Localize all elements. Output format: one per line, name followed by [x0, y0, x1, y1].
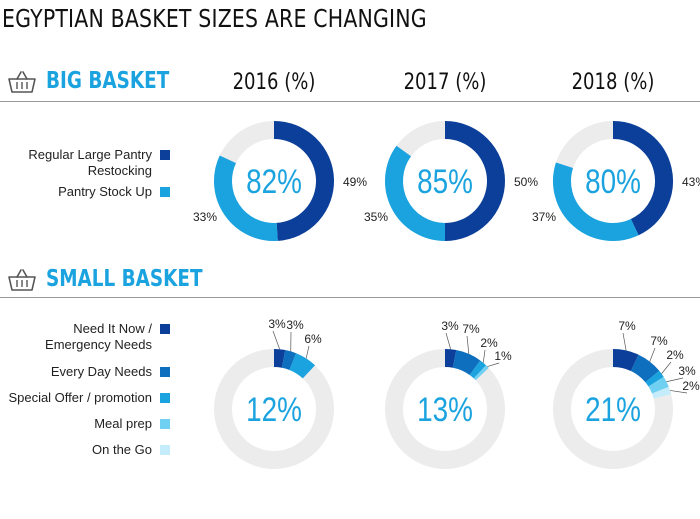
donut-segment [630, 354, 660, 383]
segment-value-label: 7% [618, 319, 636, 333]
segment-value-label: 3% [678, 364, 696, 378]
donut-total-label: 21% [585, 391, 641, 429]
leader-line [305, 345, 310, 359]
legend-label-line: Restocking [87, 163, 152, 178]
legend-label: Every Day Needs [51, 364, 152, 380]
donut-segment [473, 365, 489, 381]
legend-label-line: On the Go [92, 442, 152, 457]
donut-segment [469, 360, 487, 379]
leader-line [272, 330, 280, 350]
segment-value-label: 43% [682, 175, 700, 189]
leader-line [482, 349, 486, 363]
segment-value-label: 3% [268, 317, 286, 331]
donut-segment [648, 376, 669, 394]
page-title: EGYPTIAN BASKET SIZES ARE CHANGING [2, 4, 427, 33]
leader-line [670, 390, 688, 394]
legend-label-line: Need It Now / [73, 321, 152, 336]
legend-item: Need It Now / Emergency Needs [45, 321, 170, 353]
small-basket-divider [0, 297, 700, 298]
leader-line [649, 347, 656, 362]
legend-label-line: Pantry Stock Up [58, 184, 152, 199]
legend-label-line: Regular Large Pantry [28, 147, 152, 162]
leader-line [622, 332, 627, 351]
donut-total-label: 80% [585, 163, 641, 201]
small-basket-header: SMALL BASKET [8, 266, 700, 296]
legend-swatch [160, 419, 170, 429]
leader-line [666, 377, 684, 383]
segment-value-label: 35% [364, 210, 388, 224]
big-basket-divider [0, 101, 700, 102]
legend-label-line: Special Offer / promotion [8, 390, 152, 405]
donut-segment [385, 145, 446, 241]
year-heading: 2017 (%) [403, 70, 487, 95]
segment-value-label: 49% [343, 175, 367, 189]
legend-swatch [160, 187, 170, 197]
legend-swatch [160, 445, 170, 455]
legend-label-line: Meal prep [94, 416, 152, 431]
donut-segment [652, 386, 672, 399]
donut-segment [214, 155, 278, 241]
legend-item: Meal prep [94, 416, 170, 432]
small-basket-title: SMALL BASKET [46, 266, 203, 292]
donut-segment [612, 349, 639, 372]
donut-total-label: 85% [417, 163, 473, 201]
donut-segment [612, 121, 673, 236]
donut-segment [645, 370, 664, 387]
donut-segment [444, 348, 457, 368]
big-basket-legend: Regular Large Pantry Restocking Pantry Sto… [0, 0, 170, 519]
legend-swatch [160, 367, 170, 377]
legend-label-line: Every Day Needs [50, 364, 152, 379]
legend-swatch [160, 324, 170, 334]
donut-total-label: 12% [246, 391, 302, 429]
legend-label: Regular Large Pantry Restocking [28, 147, 152, 179]
donut-segment [289, 353, 316, 379]
legend-item: Pantry Stock Up [58, 184, 170, 200]
donut-segment [273, 121, 334, 241]
basket-icon [8, 71, 36, 93]
leader-line [445, 332, 451, 350]
legend-label: Pantry Stock Up [58, 184, 152, 200]
legend-label: On the Go [92, 442, 152, 458]
legend-item: On the Go [92, 442, 170, 458]
basket-icon [8, 269, 36, 291]
legend-label: Need It Now / Emergency Needs [45, 321, 152, 353]
leader-line [466, 335, 470, 354]
big-basket-title: BIG BASKET [46, 68, 170, 94]
leader-line [487, 362, 500, 367]
legend-item: Regular Large Pantry Restocking [28, 147, 170, 179]
donut-segment [553, 162, 639, 241]
segment-value-label: 3% [441, 319, 459, 333]
leader-line [661, 361, 672, 374]
segment-value-label: 37% [532, 210, 556, 224]
segment-value-label: 1% [494, 349, 512, 363]
legend-label: Special Offer / promotion [8, 390, 152, 406]
big-basket-header: BIG BASKET [8, 68, 700, 98]
segment-value-label: 33% [193, 210, 217, 224]
donut-segment [444, 121, 505, 241]
segment-value-label: 2% [682, 379, 700, 393]
legend-label: Meal prep [94, 416, 152, 432]
segment-value-label: 6% [304, 332, 322, 346]
donut-segment [273, 348, 286, 368]
year-heading: 2018 (%) [571, 70, 655, 95]
segment-value-label: 3% [286, 318, 304, 332]
small-basket-legend: Need It Now / Emergency Needs Every Day Ne… [0, 0, 170, 519]
segment-value-label: 7% [650, 334, 668, 348]
year-heading: 2016 (%) [232, 70, 316, 95]
segment-value-label: 2% [480, 336, 498, 350]
donut-segment [452, 350, 481, 376]
legend-item: Special Offer / promotion [8, 390, 170, 406]
legend-item: Every Day Needs [51, 364, 170, 380]
donut-segment [281, 350, 297, 371]
legend-swatch [160, 150, 170, 160]
segment-value-label: 7% [462, 322, 480, 336]
segment-value-label: 50% [514, 175, 538, 189]
donut-total-label: 82% [246, 163, 302, 201]
legend-label-line: Emergency Needs [45, 337, 152, 352]
donut-total-label: 13% [417, 391, 473, 429]
segment-value-label: 2% [666, 348, 684, 362]
legend-swatch [160, 393, 170, 403]
